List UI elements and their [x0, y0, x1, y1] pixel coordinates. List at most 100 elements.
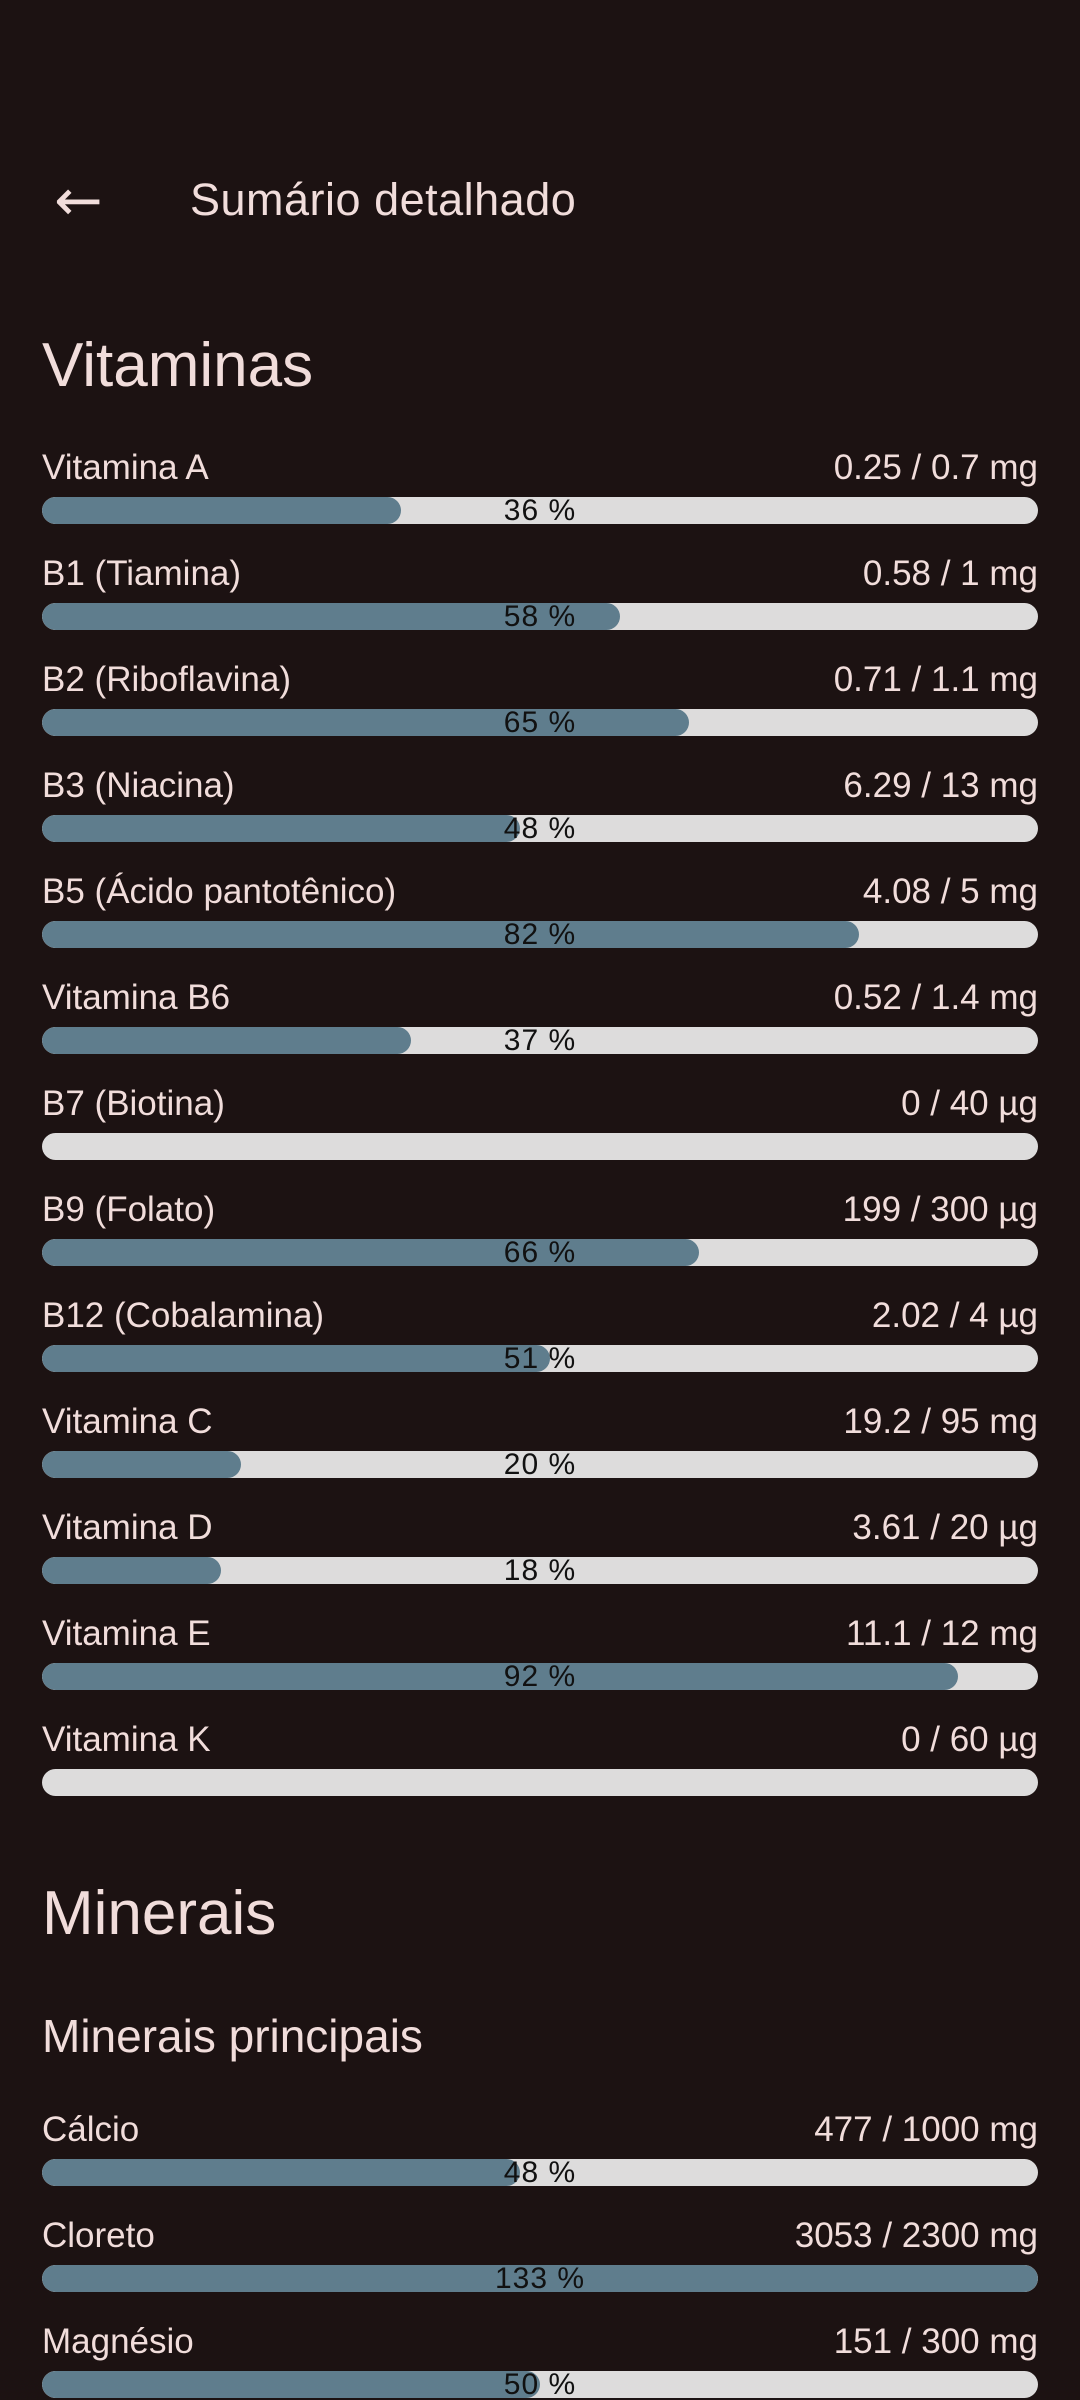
progress-percent-label: 82 %	[503, 921, 577, 948]
nutrient-row: B12 (Cobalamina) 2.02 / 4 µg 51 %	[42, 1296, 1038, 1372]
progress-percent-label: 133 %	[494, 2265, 586, 2292]
nutrient-label: Vitamina D	[42, 1508, 213, 1547]
progress-percent-label: 58 %	[503, 603, 577, 630]
nutrient-label: B9 (Folato)	[42, 1190, 216, 1229]
progress-bar: 82 %	[42, 921, 1038, 948]
nutrient-label: Magnésio	[42, 2322, 194, 2361]
nutrient-label: B2 (Riboflavina)	[42, 660, 291, 699]
progress-bar: 92 %	[42, 1663, 1038, 1690]
nutrient-row-header: B9 (Folato) 199 / 300 µg	[42, 1190, 1038, 1230]
nutrient-row-header: Vitamina K 0 / 60 µg	[42, 1720, 1038, 1760]
progress-bar-fill	[42, 1451, 242, 1478]
progress-percent-label: 50 %	[503, 2371, 577, 2398]
nutrient-row: Cloreto 3053 / 2300 mg 133 %	[42, 2216, 1038, 2292]
nutrient-label: Vitamina K	[42, 1720, 211, 1759]
nutrient-value: 0 / 40 µg	[901, 1084, 1038, 1123]
nutrient-label: Vitamina A	[42, 448, 209, 487]
nutrient-row-header: Magnésio 151 / 300 mg	[42, 2322, 1038, 2362]
nutrient-value: 3053 / 2300 mg	[794, 2216, 1038, 2255]
nutrient-row-header: B5 (Ácido pantotênico) 4.08 / 5 mg	[42, 872, 1038, 912]
progress-bar-fill	[42, 815, 521, 842]
nutrient-value: 6.29 / 13 mg	[843, 766, 1038, 805]
nutrient-label: B7 (Biotina)	[42, 1084, 225, 1123]
nutrient-row-header: B12 (Cobalamina) 2.02 / 4 µg	[42, 1296, 1038, 1336]
nutrient-value: 0 / 60 µg	[901, 1720, 1038, 1759]
nutrient-row-header: B2 (Riboflavina) 0.71 / 1.1 mg	[42, 660, 1038, 700]
nutrient-row-header: Vitamina D 3.61 / 20 µg	[42, 1508, 1038, 1548]
top-app-bar: ← Sumário detalhado	[0, 152, 1080, 248]
progress-percent-label: 18 %	[503, 1557, 577, 1584]
nutrient-row-header: B3 (Niacina) 6.29 / 13 mg	[42, 766, 1038, 806]
progress-bar-fill	[42, 709, 690, 736]
progress-bar: 50 %	[42, 2371, 1038, 2398]
progress-bar: 65 %	[42, 709, 1038, 736]
nutrient-label: Vitamina C	[42, 1402, 213, 1441]
progress-bar-fill	[42, 1345, 550, 1372]
nutrient-label: B5 (Ácido pantotênico)	[42, 872, 397, 911]
nutrient-value: 0.58 / 1 mg	[862, 554, 1038, 593]
progress-bar-fill	[42, 603, 620, 630]
nutrient-row-header: Vitamina B6 0.52 / 1.4 mg	[42, 978, 1038, 1018]
progress-bar: 48 %	[42, 2159, 1038, 2186]
nutrient-value: 3.61 / 20 µg	[852, 1508, 1038, 1547]
nutrient-label: B1 (Tiamina)	[42, 554, 242, 593]
nutrient-row-header: Cloreto 3053 / 2300 mg	[42, 2216, 1038, 2256]
nutrient-label: B12 (Cobalamina)	[42, 1296, 325, 1335]
nutrient-row: Cálcio 477 / 1000 mg 48 %	[42, 2110, 1038, 2186]
progress-bar: 20 %	[42, 1451, 1038, 1478]
progress-bar: 48 %	[42, 815, 1038, 842]
nutrient-row: B3 (Niacina) 6.29 / 13 mg 48 %	[42, 766, 1038, 842]
progress-bar: 66 %	[42, 1239, 1038, 1266]
nutrient-row: Magnésio 151 / 300 mg 50 %	[42, 2322, 1038, 2398]
nutrient-list: Vitamina A 0.25 / 0.7 mg 36 % B1 (Tiamina) 0…	[0, 448, 1080, 1796]
nutrient-row: B1 (Tiamina) 0.58 / 1 mg 58 %	[42, 554, 1038, 630]
nutrient-value: 199 / 300 µg	[842, 1190, 1038, 1229]
section-subheading: Minerais principais	[42, 2010, 423, 2062]
nutrient-row-header: B7 (Biotina) 0 / 40 µg	[42, 1084, 1038, 1124]
nutrient-row: Vitamina E 11.1 / 12 mg 92 %	[42, 1614, 1038, 1690]
nutrient-label: Vitamina B6	[42, 978, 231, 1017]
nutrient-label: Cloreto	[42, 2216, 155, 2255]
progress-percent-label: 92 %	[503, 1663, 577, 1690]
progress-percent-label: 20 %	[503, 1451, 577, 1478]
page-title: Sumário detalhado	[190, 174, 577, 225]
progress-bar: 18 %	[42, 1557, 1038, 1584]
nutrient-row: B9 (Folato) 199 / 300 µg 66 %	[42, 1190, 1038, 1266]
nutrient-row: B5 (Ácido pantotênico) 4.08 / 5 mg 82 %	[42, 872, 1038, 948]
nutrient-row: B7 (Biotina) 0 / 40 µg	[42, 1084, 1038, 1160]
progress-bar: 51 %	[42, 1345, 1038, 1372]
progress-bar-fill	[42, 2159, 521, 2186]
nutrient-sections: Vitaminas Vitamina A 0.25 / 0.7 mg 36 % B1 (…	[0, 328, 1080, 2398]
section-heading: Vitaminas	[42, 331, 314, 400]
nutrient-row-header: Vitamina A 0.25 / 0.7 mg	[42, 448, 1038, 488]
nutrient-label: B3 (Niacina)	[42, 766, 235, 805]
progress-bar-fill	[42, 1239, 700, 1266]
nutrient-row: Vitamina D 3.61 / 20 µg 18 %	[42, 1508, 1038, 1584]
section-heading: Minerais	[42, 1879, 277, 1948]
progress-bar-fill	[42, 1663, 959, 1690]
progress-percent-label: 66 %	[503, 1239, 577, 1266]
progress-percent-label: 48 %	[503, 2159, 577, 2186]
nutrient-value: 0.71 / 1.1 mg	[833, 660, 1038, 699]
progress-percent-label: 51 %	[503, 1345, 577, 1372]
nutrient-value: 0.25 / 0.7 mg	[833, 448, 1038, 487]
back-arrow-icon[interactable]: ←	[54, 152, 134, 248]
nutrient-row-header: Vitamina E 11.1 / 12 mg	[42, 1614, 1038, 1654]
nutrient-value: 11.1 / 12 mg	[846, 1614, 1038, 1653]
progress-bar: 133 %	[42, 2265, 1038, 2292]
nutrient-row: Vitamina K 0 / 60 µg	[42, 1720, 1038, 1796]
progress-bar-fill	[42, 921, 859, 948]
progress-bar-fill	[42, 497, 401, 524]
progress-bar: 36 %	[42, 497, 1038, 524]
progress-percent-label: 36 %	[503, 497, 577, 524]
progress-bar: 58 %	[42, 603, 1038, 630]
nutrient-value: 0.52 / 1.4 mg	[833, 978, 1038, 1017]
nutrient-value: 2.02 / 4 µg	[871, 1296, 1038, 1335]
progress-bar	[42, 1133, 1038, 1160]
nutrient-row: B2 (Riboflavina) 0.71 / 1.1 mg 65 %	[42, 660, 1038, 736]
progress-bar	[42, 1769, 1038, 1796]
nutrient-row: Vitamina A 0.25 / 0.7 mg 36 %	[42, 448, 1038, 524]
nutrient-row-header: Vitamina C 19.2 / 95 mg	[42, 1402, 1038, 1442]
progress-bar-fill	[42, 1027, 411, 1054]
